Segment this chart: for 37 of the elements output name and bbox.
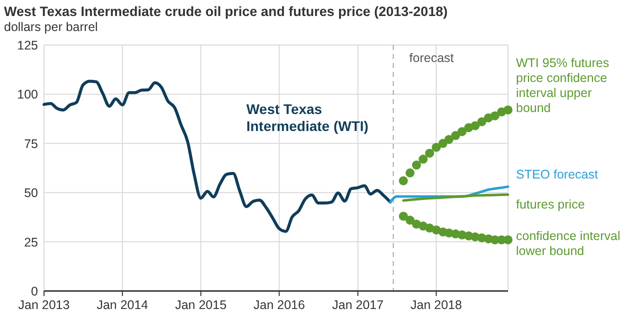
- point: [398, 212, 408, 221]
- point: [425, 148, 434, 158]
- point: [470, 121, 480, 130]
- chart-title: West Texas Intermediate crude oil price and futures price (2013-2018): [4, 4, 448, 19]
- y-tick-label: 25: [24, 235, 38, 250]
- series-label: STEO forecast: [516, 168, 598, 182]
- y-tick-label: 100: [17, 88, 38, 102]
- point: [477, 117, 486, 126]
- point: [504, 235, 512, 244]
- point: [444, 134, 454, 144]
- point: [458, 127, 467, 136]
- series-label: confidence interval lower bound: [516, 228, 620, 258]
- point: [412, 160, 421, 170]
- x-tick-label: Jan 2017: [332, 298, 384, 312]
- y-axis-title: dollars per barrel: [4, 20, 98, 34]
- point: [406, 168, 415, 178]
- point: [418, 154, 428, 164]
- point: [398, 176, 408, 186]
- y-tick-label: 125: [17, 38, 38, 52]
- x-tick-label: Jan 2013: [18, 298, 70, 312]
- y-tick-label: 50: [24, 186, 38, 200]
- x-tick-label: Jan 2015: [175, 298, 227, 312]
- series-label: futures price: [516, 198, 585, 212]
- x-tick-label: Jan 2016: [254, 298, 305, 312]
- y-tick-label: 0: [31, 284, 38, 298]
- line-series: [42, 80, 392, 233]
- text: West Texas Intermediate (WTI): [246, 100, 368, 134]
- y-tick-label: 75: [24, 136, 38, 151]
- x-tick-label: Jan 2018: [410, 298, 462, 312]
- point: [432, 142, 441, 152]
- ref-line-label: forecast: [409, 51, 454, 65]
- point: [504, 105, 512, 114]
- series-label: WTI 95% futures price confidence interval upper bound: [516, 56, 610, 115]
- point: [406, 216, 415, 225]
- point: [490, 111, 500, 120]
- x-tick-label: Jan 2014: [96, 298, 148, 312]
- point: [451, 131, 460, 140]
